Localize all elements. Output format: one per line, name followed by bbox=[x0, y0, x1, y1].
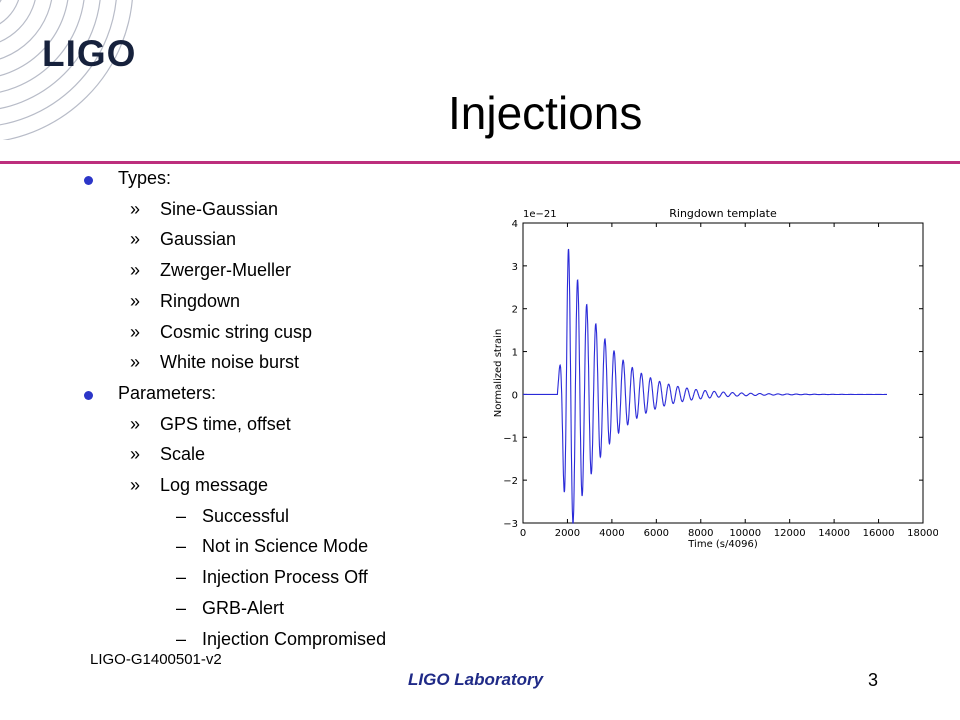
x-tick-label: 12000 bbox=[774, 528, 806, 539]
sub-bullet-icon: » bbox=[130, 290, 141, 311]
plot-frame bbox=[522, 222, 924, 524]
y-tick-label: −3 bbox=[503, 519, 518, 530]
x-tick-label: 6000 bbox=[644, 528, 669, 539]
chart-title: Ringdown template bbox=[669, 207, 777, 220]
logo-arc bbox=[0, 0, 2, 3]
x-tick-label: 10000 bbox=[729, 528, 761, 539]
x-axis-label: Time (s/4096) bbox=[687, 539, 758, 550]
list-item: Scale bbox=[160, 444, 206, 465]
bullet-icon bbox=[84, 390, 93, 400]
y-tick-label: 3 bbox=[512, 262, 518, 273]
sub-bullet-icon: » bbox=[130, 260, 141, 281]
y-tick-label: 1 bbox=[512, 348, 518, 359]
list-item: Not in Science Mode bbox=[202, 536, 369, 557]
sub-bullet-icon: » bbox=[130, 229, 141, 250]
footer-label: LIGO Laboratory bbox=[408, 670, 544, 689]
sub-bullet-icon: » bbox=[130, 413, 141, 434]
ringdown-chart: 0 2000 4000 6000 8000 10000 12000 14000 16000 180… bbox=[493, 207, 938, 550]
list-item: Ringdown bbox=[160, 290, 241, 311]
dash-bullet-icon: – bbox=[176, 628, 187, 649]
dash-bullet-icon: – bbox=[176, 536, 187, 557]
list-item: Zwerger-Mueller bbox=[160, 260, 292, 281]
y-tick-label: −1 bbox=[503, 433, 518, 444]
list-item: Gaussian bbox=[160, 229, 237, 250]
document-id: LIGO-G1400501-v2 bbox=[90, 651, 222, 668]
logo-arc bbox=[0, 0, 36, 43]
list-item: GPS time, offset bbox=[160, 413, 291, 434]
sub-bullet-icon: » bbox=[130, 475, 141, 495]
list-item: Log message bbox=[160, 475, 269, 495]
x-tick-label: 4000 bbox=[599, 528, 624, 539]
y-axis-label: Normalized strain bbox=[493, 329, 504, 417]
list-item: Sine-Gaussian bbox=[160, 198, 279, 219]
list-item: Parameters: bbox=[118, 382, 217, 403]
sub-bullet-icon: » bbox=[130, 321, 141, 342]
list-item: White noise burst bbox=[160, 352, 300, 373]
y-tick-label: 2 bbox=[512, 305, 518, 316]
ringdown-series-line bbox=[523, 248, 887, 524]
y-tick-label: 4 bbox=[512, 219, 518, 230]
sub-bullet-icon: » bbox=[130, 444, 141, 465]
title-divider bbox=[0, 161, 960, 164]
x-tick-label: 2000 bbox=[555, 528, 580, 539]
list-item: Cosmic string cusp bbox=[160, 321, 313, 342]
dash-bullet-icon: – bbox=[176, 505, 187, 526]
y-multiplier-label: 1e−21 bbox=[523, 209, 557, 220]
list-item: Types: bbox=[118, 168, 172, 188]
y-tick-label: 0 bbox=[512, 390, 518, 401]
dash-bullet-icon: – bbox=[176, 597, 187, 618]
list-item: Successful bbox=[202, 505, 290, 526]
logo-arc bbox=[0, 0, 20, 25]
x-tick-label: 14000 bbox=[818, 528, 850, 539]
x-tick-label: 16000 bbox=[863, 528, 895, 539]
bullet-icon bbox=[84, 176, 93, 185]
x-tick-label: 8000 bbox=[688, 528, 713, 539]
list-item: GRB-Alert bbox=[202, 597, 285, 618]
sub-bullet-icon: » bbox=[130, 352, 141, 373]
sub-bullet-icon: » bbox=[130, 198, 141, 219]
list-item: Injection Compromised bbox=[202, 628, 387, 649]
x-tick-label: 18000 bbox=[907, 528, 938, 539]
dash-bullet-icon: – bbox=[176, 567, 187, 588]
ligo-logo: LIGO bbox=[42, 33, 137, 74]
y-tick-label: −2 bbox=[503, 476, 518, 487]
page-number: 3 bbox=[868, 670, 879, 690]
slide-title: Injections bbox=[448, 87, 643, 139]
x-tick-label: 0 bbox=[520, 528, 526, 539]
list-item: Injection Process Off bbox=[202, 567, 368, 588]
